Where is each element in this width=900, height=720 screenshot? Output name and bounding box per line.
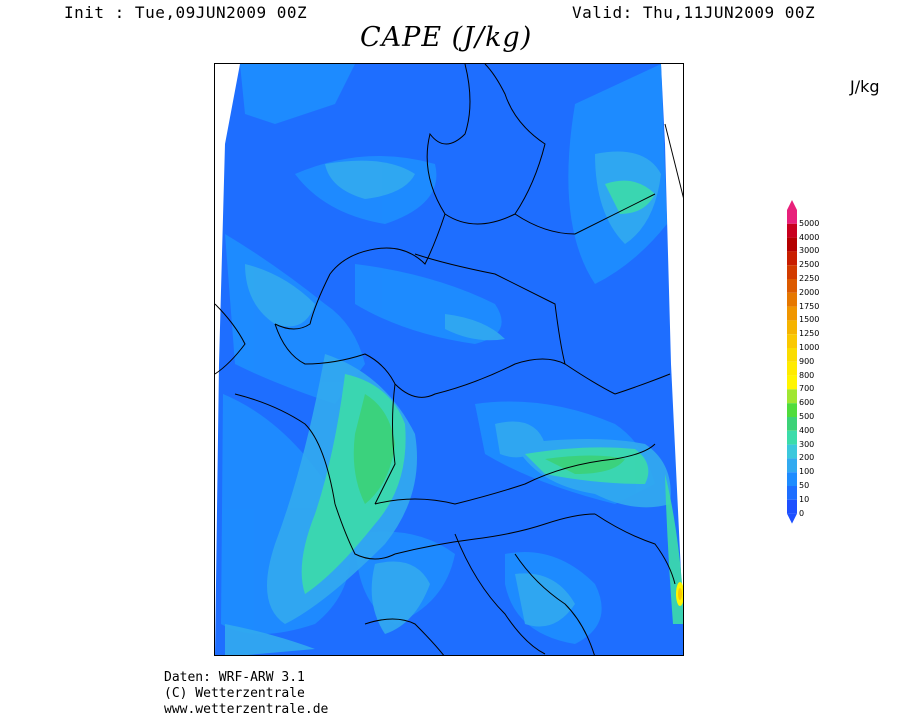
legend-level-label: 300 [799, 439, 815, 449]
legend-level-label: 0 [799, 508, 805, 518]
legend-level-label: 3000 [799, 246, 820, 256]
legend-level-label: 900 [799, 356, 815, 366]
legend-level-label: 600 [799, 398, 815, 408]
legend-level-label: 400 [799, 425, 815, 435]
legend-arrow-top [787, 200, 797, 210]
color-legend: 5000 4000 3000 2500 2250 2000 1750 1500 1250 1000… [785, 200, 845, 525]
footer-model: Daten: WRF-ARW 3.1 [164, 670, 305, 685]
legend-swatch [787, 320, 797, 335]
legend-level-label: 500 [799, 412, 815, 421]
valid-time-label: Valid: Thu,11JUN2009 00Z [572, 3, 816, 22]
footer: Daten: WRF-ARW 3.1 (C) Wetterzentrale ww… [164, 670, 328, 718]
legend-level-label: 2500 [799, 260, 820, 270]
legend-level-label: 5000 [799, 218, 820, 228]
legend-swatch [787, 348, 797, 362]
legend-swatch [787, 210, 797, 224]
legend-level-label: 800 [799, 370, 815, 380]
legend-swatch [787, 292, 797, 307]
legend-level-label: 1250 [799, 329, 820, 339]
legend-swatch [787, 417, 797, 431]
legend-level-label: 10 [799, 494, 810, 504]
legend-swatch [787, 334, 797, 348]
legend-swatch [787, 375, 797, 390]
cape-field [215, 64, 683, 655]
map-title: CAPE (J/kg) [360, 22, 533, 53]
legend-swatch [787, 403, 797, 417]
legend-level-label: 1750 [799, 301, 820, 311]
init-time-label: Init : Tue,09JUN2009 00Z [64, 3, 308, 22]
legend-level-label: 1500 [799, 315, 820, 325]
legend-swatch [787, 486, 797, 500]
legend-swatch [787, 237, 797, 252]
footer-copyright: (C) Wetterzentrale [164, 686, 305, 701]
legend-swatch [787, 279, 797, 293]
legend-colorbar [787, 200, 797, 524]
legend-level-label: 2000 [799, 287, 820, 297]
legend-level-label: 700 [799, 384, 815, 394]
legend-swatch [787, 389, 797, 404]
footer-url: www.wetterzentrale.de [164, 702, 329, 717]
legend-swatch [787, 472, 797, 486]
legend-swatch [787, 265, 797, 279]
legend-swatch [787, 499, 797, 514]
legend-level-label: 2250 [799, 274, 820, 283]
legend-level-label: 50 [799, 481, 810, 490]
legend-level-label: 4000 [799, 232, 820, 242]
legend-swatch [787, 306, 797, 321]
unit-label: J/kg [850, 77, 880, 96]
cape-map [214, 63, 684, 656]
legend-swatch [787, 444, 797, 459]
legend-swatch [787, 430, 797, 445]
legend-level-label: 200 [799, 453, 815, 463]
legend-swatch [787, 458, 797, 473]
legend-swatch [787, 251, 797, 266]
legend-swatch [787, 361, 797, 376]
legend-level-label: 1000 [799, 343, 820, 352]
legend-level-label: 100 [799, 467, 815, 477]
legend-swatch [787, 223, 797, 238]
legend-arrow-bottom [787, 513, 797, 524]
